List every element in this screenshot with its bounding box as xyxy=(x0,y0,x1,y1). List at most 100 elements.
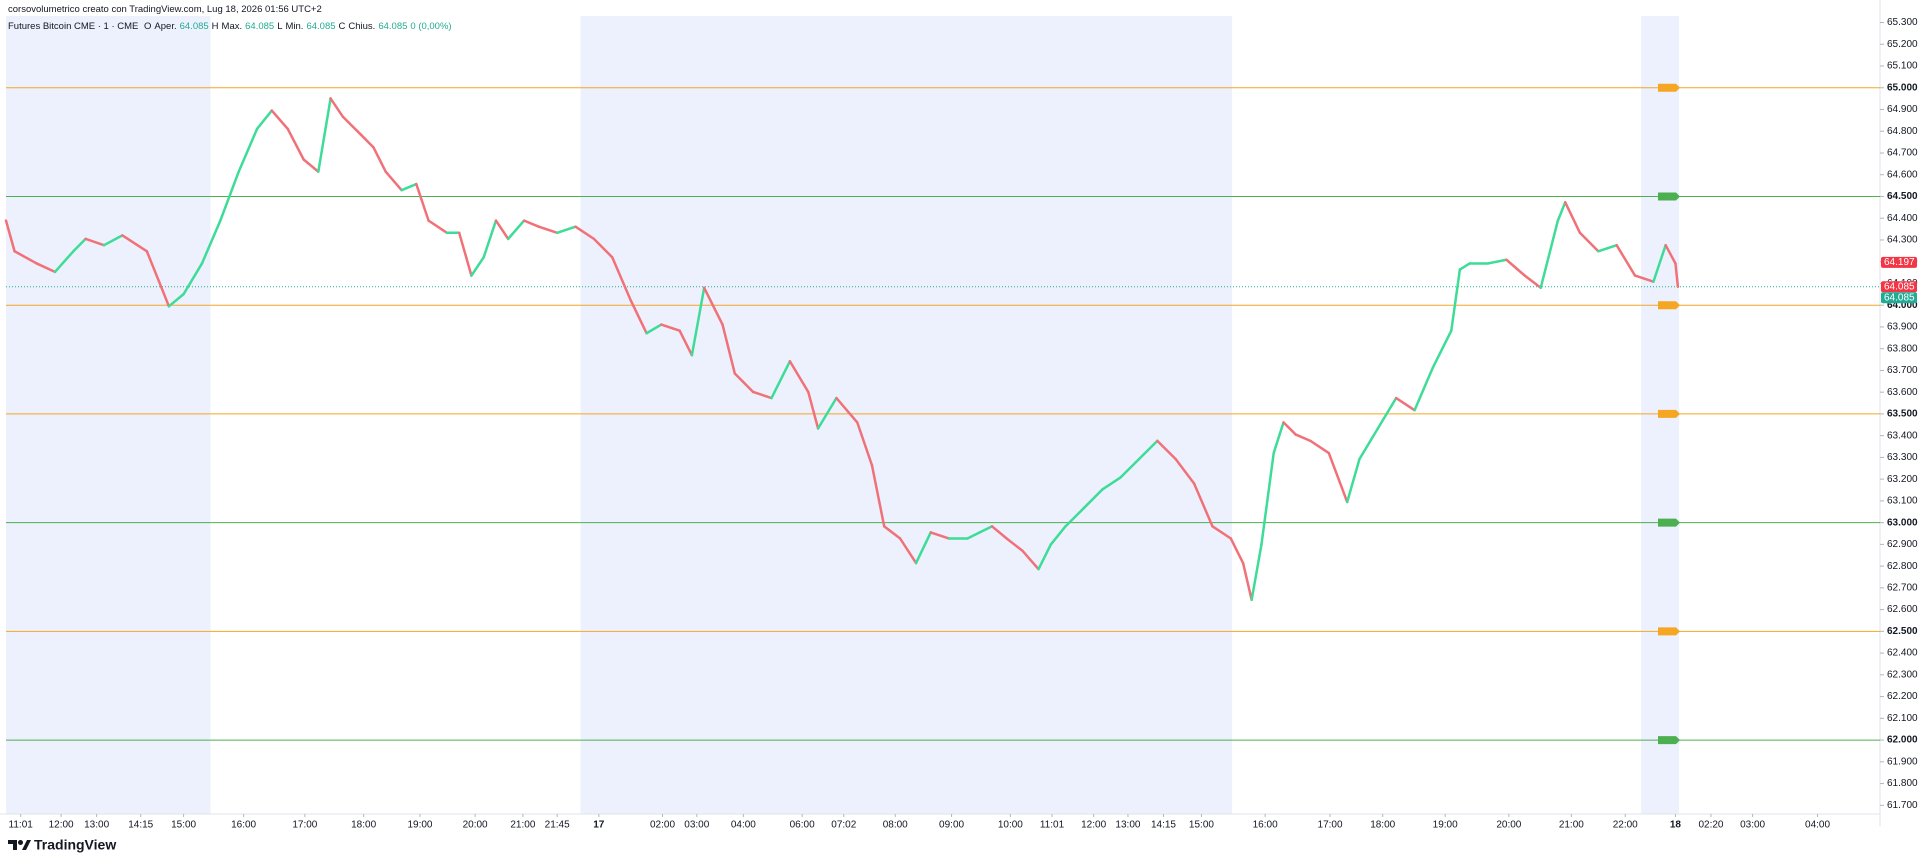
price-segment xyxy=(1523,274,1542,290)
price-segment xyxy=(1458,262,1471,271)
y-tick-label: 62.500 xyxy=(1887,626,1918,637)
x-tick-label: 04:00 xyxy=(731,820,756,831)
y-tick-label: 65.200 xyxy=(1887,39,1918,50)
price-segment xyxy=(555,225,577,235)
price-segment xyxy=(1563,201,1582,235)
price-segment xyxy=(1064,506,1086,528)
price-segment xyxy=(1156,439,1177,461)
price-segment xyxy=(574,225,596,241)
price-segment xyxy=(341,115,363,137)
y-tick-label: 61.700 xyxy=(1887,800,1918,811)
price-segment xyxy=(1282,421,1298,436)
y-tick-label: 63.100 xyxy=(1887,496,1918,507)
price-segment xyxy=(1100,476,1122,491)
y-tick-label: 62.300 xyxy=(1887,669,1918,680)
y-tick-label: 63.000 xyxy=(1887,517,1918,528)
ohlc-name: Max. xyxy=(221,21,243,32)
level-tag xyxy=(1658,83,1680,92)
x-tick-label: 06:00 xyxy=(790,820,815,831)
price-segment xyxy=(1241,561,1253,602)
price-segment xyxy=(1633,274,1655,283)
price-segment xyxy=(1327,451,1349,504)
y-tick-label: 64.000 xyxy=(1887,300,1918,311)
y-tick-label: 62.400 xyxy=(1887,648,1918,659)
price-segment xyxy=(1021,549,1040,571)
price-segment xyxy=(270,109,289,131)
ohlc-key: H xyxy=(211,21,219,32)
price-segment xyxy=(733,372,755,394)
price-segment xyxy=(1082,488,1104,510)
y-tick-label: 61.800 xyxy=(1887,778,1918,789)
y-tick-label: 62.600 xyxy=(1887,604,1918,615)
price-segment xyxy=(384,170,403,192)
x-tick-label: 04:00 xyxy=(1805,820,1830,831)
y-tick-label: 64.500 xyxy=(1887,191,1918,202)
price-segment xyxy=(1192,482,1214,528)
x-tick-label: 14:15 xyxy=(1151,820,1176,831)
y-tick-label: 64.600 xyxy=(1887,169,1918,180)
watermark: TradingView xyxy=(34,837,116,853)
y-tick-label: 65.100 xyxy=(1887,61,1918,72)
price-segment xyxy=(415,182,430,222)
logo-mark xyxy=(8,840,17,850)
y-tick-label: 63.800 xyxy=(1887,343,1918,354)
x-tick-label: 18:00 xyxy=(1370,820,1395,831)
price-segment xyxy=(4,219,16,253)
price-segment xyxy=(302,158,320,173)
price-label: 64.085 xyxy=(1884,292,1915,303)
price-segment xyxy=(870,463,886,528)
price-segment xyxy=(1578,231,1600,253)
x-tick-label: 15:00 xyxy=(171,820,196,831)
price-segment xyxy=(690,286,706,357)
price-label-box xyxy=(1881,292,1917,304)
y-tick-label: 63.200 xyxy=(1887,474,1918,485)
ohlc-value: 64.085 xyxy=(245,21,275,32)
price-segment xyxy=(1345,457,1361,504)
price-segment xyxy=(856,421,874,467)
y-tick-label: 64.900 xyxy=(1887,104,1918,115)
price-segment xyxy=(1664,243,1677,265)
price-segment xyxy=(1505,258,1527,277)
price-segment xyxy=(990,525,1008,540)
price-segment xyxy=(611,256,632,302)
y-tick-label: 65.300 xyxy=(1887,17,1918,28)
background xyxy=(6,16,1680,814)
ohlc-name: Aper. xyxy=(154,21,177,32)
logo xyxy=(8,840,31,850)
price-segment xyxy=(1137,439,1159,461)
price-segment xyxy=(537,225,559,235)
x-tick-label: 17 xyxy=(593,820,605,831)
price-segment xyxy=(1272,421,1285,455)
price-segment xyxy=(286,127,305,161)
price-segment xyxy=(1260,451,1275,546)
price-segment xyxy=(1486,258,1508,265)
price-segment xyxy=(1652,243,1667,283)
header: corsovolumetrico creato con TradingView.… xyxy=(8,4,322,15)
price-segment xyxy=(1413,366,1435,412)
x-tick-label: 19:00 xyxy=(407,820,432,831)
symbol-title: Futures Bitcoin CME · 1 · CME xyxy=(8,21,139,32)
x-tick-label: 21:00 xyxy=(1559,820,1584,831)
price-segment xyxy=(157,280,171,308)
price-segment xyxy=(329,97,345,118)
y-tick-label: 64.700 xyxy=(1887,148,1918,159)
price-segment xyxy=(317,97,332,173)
y-tick-label: 65.000 xyxy=(1887,82,1918,93)
price-segment xyxy=(1431,329,1453,369)
price-segment xyxy=(1229,537,1245,565)
price-segment xyxy=(522,219,541,228)
x-tick-label: 17:00 xyxy=(292,820,317,831)
y-tick-label: 61.900 xyxy=(1887,756,1918,767)
price-segment xyxy=(1376,396,1398,430)
x-tick-label: 20:00 xyxy=(1496,820,1521,831)
price-segment xyxy=(1615,243,1637,277)
x-tick-label: 03:00 xyxy=(1740,820,1765,831)
price-segment xyxy=(629,298,648,335)
ohlc-key: O xyxy=(144,21,152,32)
y-tick-label: 63.500 xyxy=(1887,409,1918,420)
y-tick-label: 63.700 xyxy=(1887,365,1918,376)
x-tick-label: 19:00 xyxy=(1433,820,1458,831)
price-segment xyxy=(1294,433,1312,443)
price-segment xyxy=(1674,262,1680,288)
